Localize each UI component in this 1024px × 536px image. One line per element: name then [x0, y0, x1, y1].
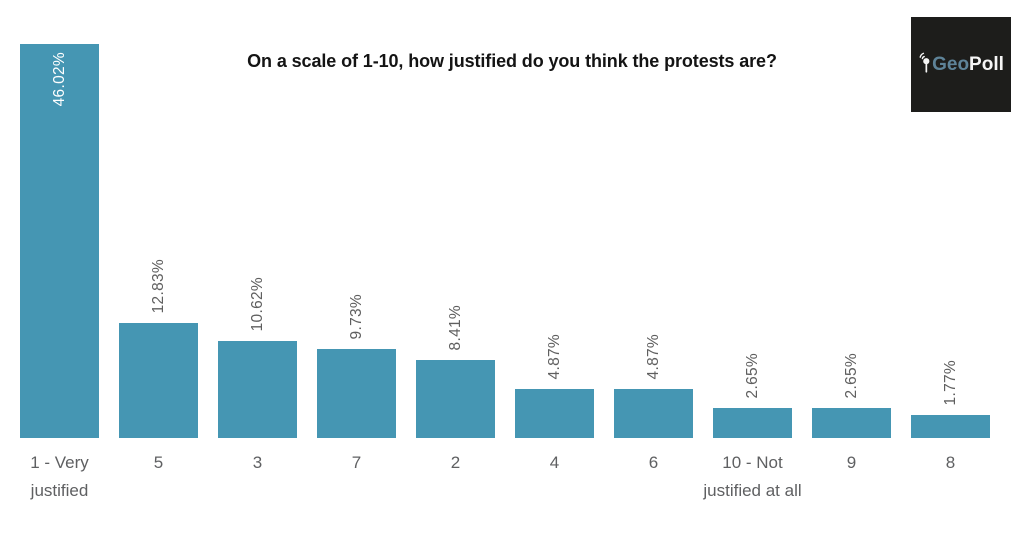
bar-category-label: 10 - Not justified at all — [703, 453, 802, 500]
bar — [515, 389, 594, 438]
bar-value-label: 10.62% — [248, 276, 266, 331]
bar-category-label: 5 — [153, 453, 164, 472]
bar-value-label: 9.73% — [347, 293, 365, 339]
bar — [119, 323, 198, 438]
bar — [713, 408, 792, 438]
bar-category-label: 6 — [648, 453, 659, 472]
bar-value-label: 4.87% — [644, 333, 662, 379]
bar-category-label: 3 — [252, 453, 263, 472]
bar-value-label: 1.77% — [941, 359, 959, 405]
bar — [416, 360, 495, 438]
bar-category-label: 2 — [450, 453, 461, 472]
geopoll-logo: Geo Poll — [911, 17, 1011, 112]
bar-value-label: 2.65% — [743, 352, 761, 398]
bar-category-label: 4 — [549, 453, 560, 472]
bar — [317, 349, 396, 438]
bar — [20, 44, 99, 438]
logo-text-poll: Poll — [969, 53, 1004, 75]
bar — [218, 341, 297, 438]
chart-title: On a scale of 1-10, how justified do you… — [247, 51, 777, 71]
bar — [614, 389, 693, 438]
bar-category-label: 7 — [351, 453, 362, 472]
bar-category-label: 8 — [945, 453, 956, 472]
bar-value-label: 12.83% — [149, 258, 167, 313]
bar — [911, 415, 990, 438]
bar-value-label: 2.65% — [842, 352, 860, 398]
bar — [812, 408, 891, 438]
bar-value-label: 46.02% — [50, 52, 68, 107]
bar-category-label: 9 — [846, 453, 857, 472]
logo-text-geo: Geo — [932, 53, 970, 75]
bar-value-label: 8.41% — [446, 304, 464, 350]
geopoll-pin-signal-icon — [919, 52, 930, 73]
bar-value-label: 4.87% — [545, 333, 563, 379]
bar-category-label: 1 - Very justified — [30, 453, 89, 500]
